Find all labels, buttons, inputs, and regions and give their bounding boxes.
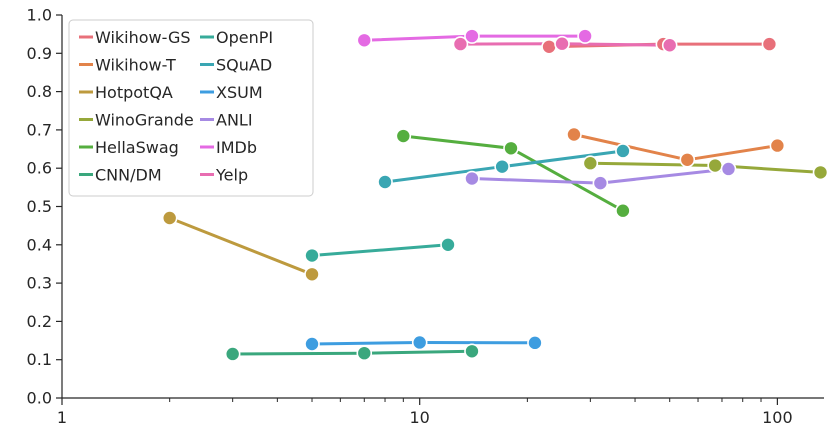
data-point (224, 346, 241, 362)
legend-label: HotpotQA (95, 83, 173, 102)
x-tick-label: 10 (410, 408, 430, 427)
data-point (527, 335, 543, 351)
data-point (304, 266, 320, 283)
data-point (566, 126, 582, 143)
y-tick-label: 0.1 (27, 350, 52, 369)
data-point (452, 36, 469, 52)
data-point (615, 143, 631, 159)
data-point (464, 170, 480, 187)
legend-label: HellaSwag (95, 138, 179, 157)
data-point (395, 128, 412, 144)
y-tick-label: 0.0 (27, 389, 52, 408)
data-point (494, 158, 510, 175)
y-tick-label: 0.7 (27, 120, 52, 139)
axes: 0.0 0.1 0.2 0.3 0.4 0.5 0.6 0.7 0.8 0.9 1.0 1 10 100 (27, 6, 824, 427)
data-point (440, 237, 456, 253)
y-tick-label: 0.5 (27, 197, 52, 216)
data-point (554, 35, 570, 52)
series-line (169, 216, 313, 276)
data-point (356, 32, 373, 49)
legend-box (68, 19, 314, 197)
data-point (707, 157, 723, 174)
y-tick-label: 0.2 (27, 312, 52, 331)
legend-label: IMDb (216, 138, 257, 157)
data-point (615, 202, 631, 219)
data-point (582, 155, 599, 172)
data-point (812, 164, 829, 181)
data-point (769, 137, 786, 154)
legend-label: ANLI (216, 111, 253, 130)
data-point (720, 161, 737, 177)
series-line (573, 133, 778, 162)
legend-label: CNN/DM (95, 166, 162, 185)
legend-label: OpenPI (216, 28, 273, 47)
legend-label: Yelp (215, 166, 248, 185)
legend-label: SQuAD (216, 56, 272, 75)
data-point (464, 28, 480, 44)
data-point (592, 175, 609, 191)
data-point (661, 37, 678, 54)
y-tick-label: 0.9 (27, 44, 52, 63)
data-point (577, 28, 593, 44)
data-point (161, 210, 178, 226)
data-point (761, 36, 778, 52)
legend-label: WinoGrande (95, 111, 194, 130)
plot-area (161, 28, 829, 362)
data-point (503, 140, 519, 157)
y-tick-label: 0.3 (27, 274, 52, 293)
series-line (311, 243, 449, 257)
data-point (377, 174, 393, 190)
x-tick-label: 1 (57, 408, 67, 427)
data-point (304, 247, 320, 264)
legend-label: Wikihow-GS (95, 28, 191, 47)
data-point (464, 343, 480, 360)
y-tick-label: 1.0 (27, 6, 52, 25)
legend-label: Wikihow-T (95, 56, 176, 75)
y-tick-label: 0.8 (27, 82, 52, 101)
x-tick-label: 100 (762, 408, 793, 427)
legend-label: XSUM (216, 83, 263, 102)
data-point (541, 38, 557, 55)
series-line (232, 349, 473, 356)
y-tick-label: 0.4 (27, 235, 52, 254)
legend: Wikihow-GS Wikihow-T HotpotQA WinoGrande Hel… (68, 19, 314, 197)
data-point (356, 345, 373, 361)
data-point (679, 151, 696, 168)
data-point (304, 336, 320, 352)
y-tick-label: 0.6 (27, 159, 52, 178)
data-point (411, 334, 428, 351)
